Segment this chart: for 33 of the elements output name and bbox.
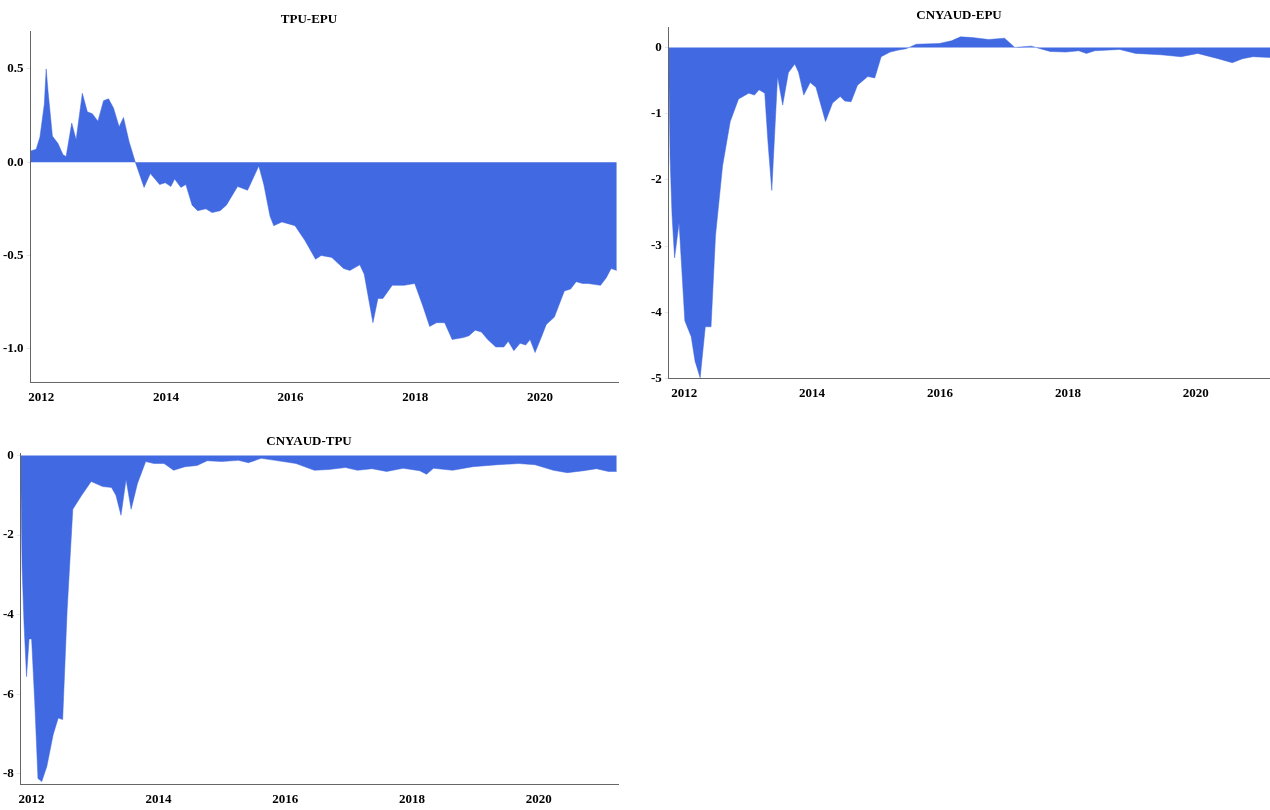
y-tick-label: 0.0 [7,153,24,169]
y-tick-label: -6 [2,685,15,701]
y-tick-label: -4 [650,303,663,319]
x-tick-label: 2020 [527,388,554,404]
x-tick-label: 2012 [18,790,45,806]
y-tick-label: -5 [650,369,663,385]
y-tick-label: -2 [650,171,662,187]
x-tick-label: 2018 [398,790,426,806]
x-tick-label: 2016 [927,384,954,400]
x-tick-label: 2012 [671,384,698,400]
x-tick-label: 2018 [402,388,429,404]
x-tick-label: 2018 [1054,384,1082,400]
chart-title: CNYAUD-TPU [266,433,353,449]
y-tick-label: -0.5 [2,246,25,262]
x-tick-label: 2020 [525,790,552,806]
y-tick-label: -8 [2,765,15,781]
y-tick-label: -2 [2,526,14,542]
y-tick-label: 0.5 [7,60,25,76]
y-tick-label: 0 [7,446,14,462]
chart-title: TPU-EPU [280,11,338,27]
y-tick-label: -1.0 [2,340,24,356]
y-tick-label: -4 [2,605,15,621]
x-tick-label: 2014 [799,384,826,400]
y-tick-label: -1 [650,105,662,120]
x-tick-label: 2020 [1182,384,1209,400]
x-tick-label: 2016 [272,790,299,806]
x-tick-label: 2014 [145,790,172,806]
y-tick-label: -3 [650,237,663,253]
chart-title: CNYAUD-EPU [916,7,1003,23]
x-tick-label: 2014 [152,388,180,404]
x-tick-label: 2012 [28,388,55,404]
x-tick-label: 2016 [277,388,305,404]
y-tick-label: 0 [655,38,662,54]
